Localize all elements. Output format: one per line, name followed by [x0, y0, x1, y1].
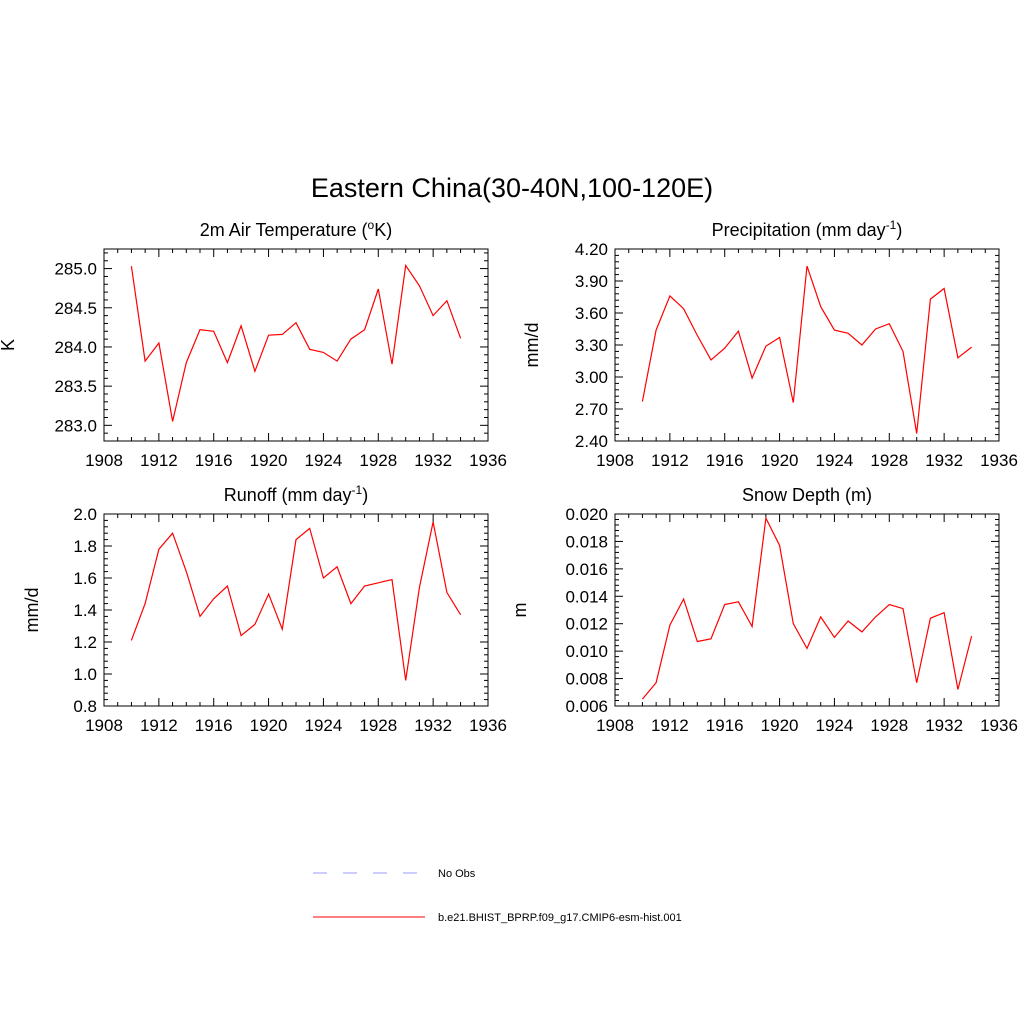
panel-title-tail: ) [896, 220, 902, 240]
y-tick-label: 3.30 [575, 336, 608, 355]
y-tick-label: 2.70 [575, 400, 608, 419]
x-tick-label: 1920 [250, 451, 288, 470]
x-tick-label: 1924 [816, 716, 854, 735]
plot-frame [103, 248, 489, 442]
y-axis-label: mm/d [22, 588, 42, 633]
x-tick-label: 1920 [250, 716, 288, 735]
legend-label: b.e21.BHIST_BPRP.f09_g17.CMIP6-esm-hist.… [438, 912, 682, 924]
y-tick-label: 3.60 [575, 304, 608, 323]
y-tick-label: 1.2 [73, 633, 97, 652]
x-tick-label: 1928 [870, 451, 908, 470]
y-tick-label: 0.018 [565, 532, 608, 551]
x-tick-label: 1912 [140, 716, 178, 735]
x-tick-label: 1928 [359, 451, 397, 470]
panel-title: Runoff (mm day-1) [224, 483, 368, 505]
x-tick-label: 1908 [596, 451, 634, 470]
y-axis-label: K [0, 339, 18, 351]
y-tick-label: 0.016 [565, 560, 608, 579]
y-tick-label: 0.008 [565, 670, 608, 689]
chart-panel: Precipitation (mm day-1) 1908 1912 1916 1920… [522, 218, 1018, 470]
x-tick-label: 1908 [85, 451, 123, 470]
x-tick-label: 1932 [414, 451, 452, 470]
y-tick-label: 283.0 [54, 416, 97, 435]
x-tick-label: 1912 [651, 451, 689, 470]
y-tick-label: 1.0 [73, 665, 97, 684]
y-tick-label: 0.014 [565, 587, 608, 606]
y-tick-label: 285.0 [54, 260, 97, 279]
panel-title-superscript: -1 [352, 483, 363, 497]
y-tick-label: 0.8 [73, 697, 97, 716]
y-tick-label: 283.5 [54, 377, 97, 396]
plot-frame [614, 248, 1000, 442]
chart-panel: 2m Air Temperature (oK) 1908 1912 1916 1920 1… [0, 218, 507, 470]
y-axis-label: m [510, 603, 530, 618]
y-tick-label: 2.40 [575, 432, 608, 451]
y-tick-label: 284.5 [54, 299, 97, 318]
panel-title-superscript: o [368, 218, 375, 232]
plot-frame [614, 513, 1000, 707]
x-tick-label: 1912 [140, 451, 178, 470]
x-tick-label: 1936 [980, 716, 1018, 735]
x-tick-label: 1936 [980, 451, 1018, 470]
y-tick-label: 3.00 [575, 368, 608, 387]
x-tick-label: 1920 [761, 716, 799, 735]
y-tick-label: 0.020 [565, 505, 608, 524]
legend: No Obs b.e21.BHIST_BPRP.f09_g17.CMIP6-esm… [313, 868, 682, 924]
legend-label: No Obs [438, 868, 476, 880]
panel-title: Snow Depth (m) [742, 485, 872, 505]
y-tick-label: 0.012 [565, 615, 608, 634]
y-tick-label: 1.4 [73, 601, 97, 620]
chart-panel: Snow Depth (m) 1908 1912 1916 1920 1924 1928 19… [510, 485, 1018, 735]
y-tick-label: 4.20 [575, 240, 608, 259]
series-line [641, 265, 972, 434]
x-tick-label: 1924 [305, 451, 343, 470]
y-tick-label: 284.0 [54, 338, 97, 357]
series-line [130, 521, 462, 681]
panel-title: 2m Air Temperature (oK) [200, 218, 392, 240]
x-tick-label: 1936 [469, 716, 507, 735]
x-tick-label: 1908 [596, 716, 634, 735]
x-tick-label: 1932 [414, 716, 452, 735]
x-tick-label: 1928 [870, 716, 908, 735]
x-tick-label: 1908 [85, 716, 123, 735]
figure-title: Eastern China(30-40N,100-120E) [311, 173, 713, 203]
panel-title-superscript: -1 [886, 218, 897, 232]
x-tick-label: 1924 [305, 716, 343, 735]
series-line [130, 263, 462, 422]
x-tick-label: 1932 [925, 451, 963, 470]
y-tick-label: 0.006 [565, 697, 608, 716]
y-tick-label: 1.8 [73, 537, 97, 556]
y-tick-label: 1.6 [73, 569, 97, 588]
x-tick-label: 1912 [651, 716, 689, 735]
chart-panel: Runoff (mm day-1) 1908 1912 1916 1920 1924 192… [22, 483, 507, 735]
y-tick-label: 2.0 [73, 505, 97, 524]
x-tick-label: 1924 [816, 451, 854, 470]
x-tick-label: 1916 [195, 716, 233, 735]
series-line [641, 516, 973, 700]
panel-title: Precipitation (mm day-1) [712, 218, 903, 240]
x-tick-label: 1932 [925, 716, 963, 735]
x-tick-label: 1916 [706, 451, 744, 470]
y-tick-label: 0.010 [565, 642, 608, 661]
panels: 2m Air Temperature (oK) 1908 1912 1916 1920 1… [0, 218, 1018, 735]
x-tick-label: 1928 [359, 716, 397, 735]
x-tick-label: 1936 [469, 451, 507, 470]
panel-title-tail: K) [374, 220, 392, 240]
panel-title-tail: ) [362, 485, 368, 505]
x-tick-label: 1920 [761, 451, 799, 470]
x-tick-label: 1916 [706, 716, 744, 735]
y-axis-label: mm/d [522, 323, 542, 368]
y-tick-label: 3.90 [575, 272, 608, 291]
x-tick-label: 1916 [195, 451, 233, 470]
